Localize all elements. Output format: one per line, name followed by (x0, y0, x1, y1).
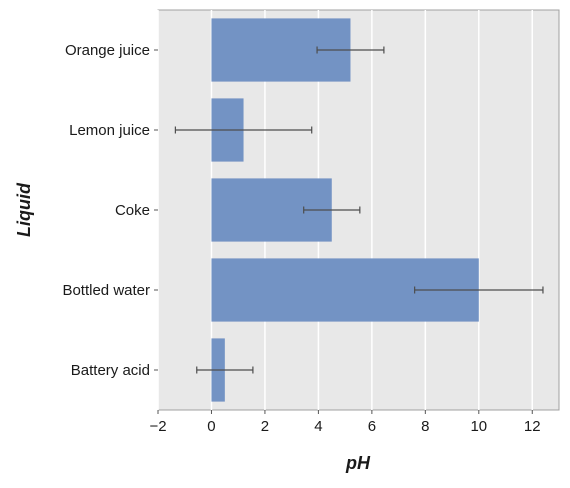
y-tick-labels: Orange juice Lemon juice Coke Bottled water… (62, 42, 158, 379)
error-bar-battery-acid (196, 366, 254, 374)
y-tick-label-bottled-water: Bottled water (62, 282, 150, 299)
x-tick-labels: −2 0 2 4 6 8 10 12 (149, 410, 541, 435)
x-tick-label: 4 (314, 418, 322, 435)
x-tick-label: 2 (261, 418, 269, 435)
x-tick-label: 10 (470, 418, 487, 435)
error-bar-lemon-juice (174, 126, 313, 134)
error-bar-coke (303, 206, 361, 214)
error-bar-orange-juice (316, 46, 385, 54)
y-axis-title: Liquid (14, 182, 34, 237)
y-tick-label-orange-juice: Orange juice (65, 42, 150, 59)
y-tick-label-battery-acid: Battery acid (71, 362, 150, 379)
x-axis-title: pH (345, 453, 371, 473)
x-tick-label: 0 (207, 418, 215, 435)
error-bar-bottled-water (414, 286, 544, 294)
y-tick-label-coke: Coke (115, 202, 150, 219)
x-tick-label: 6 (368, 418, 376, 435)
error-bars (174, 46, 544, 374)
y-tick-label-lemon-juice: Lemon juice (69, 122, 150, 139)
x-tick-label: 8 (421, 418, 429, 435)
x-tick-label: 12 (524, 418, 541, 435)
x-tick-label: −2 (149, 418, 166, 435)
